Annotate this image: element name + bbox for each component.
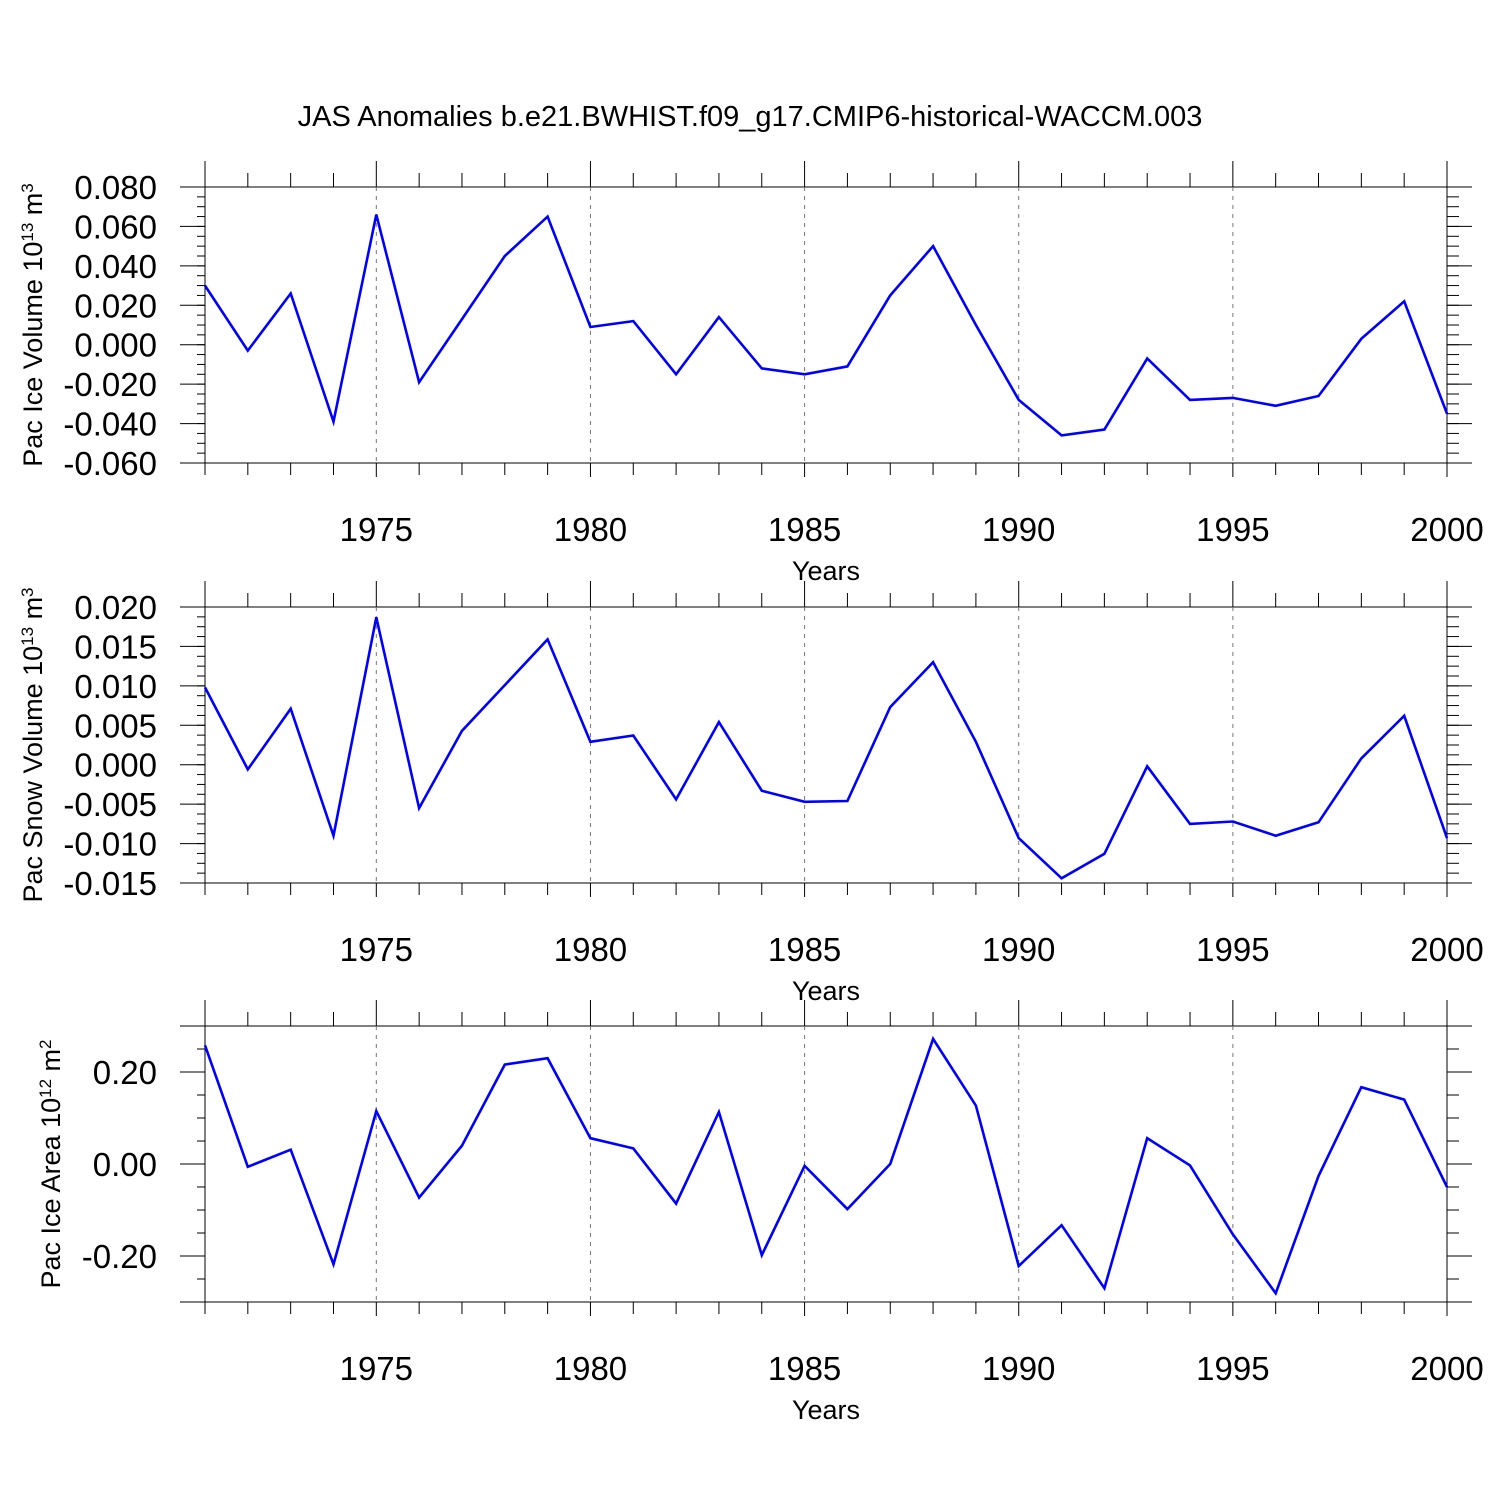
y-axis-label-main: Pac Ice Volume 10 xyxy=(18,242,48,467)
x-tick-label: 1975 xyxy=(340,1350,413,1387)
y-axis-label-unit: m xyxy=(18,193,48,223)
y-axis-label-unit: m xyxy=(36,1049,66,1079)
y-tick-label: 0.040 xyxy=(74,248,157,285)
x-axis-label: Years xyxy=(792,1395,860,1425)
x-tick-label: 1975 xyxy=(340,931,413,968)
y-tick-label: 0.000 xyxy=(74,327,157,364)
series-line xyxy=(203,617,1449,880)
x-tick-label: 1980 xyxy=(554,931,627,968)
y-axis-label-unit-exponent: 3 xyxy=(18,587,37,596)
y-tick-label: 0.005 xyxy=(74,707,157,744)
series-line xyxy=(203,1035,1449,1297)
y-tick-label: 0.000 xyxy=(74,747,157,784)
y-tick-label: -0.20 xyxy=(82,1238,157,1275)
panel-1: -0.060-0.040-0.0200.0000.0200.0400.0600.… xyxy=(18,161,1484,586)
y-axis-label: Pac Ice Volume 1013 m3 xyxy=(18,183,49,467)
x-tick-label: 1990 xyxy=(982,1350,1055,1387)
x-tick-label: 2000 xyxy=(1410,1350,1483,1387)
panels: -0.060-0.040-0.0200.0000.0200.0400.0600.… xyxy=(18,161,1484,1425)
x-tick-label: 1985 xyxy=(768,931,841,968)
y-axis-label-exponent: 13 xyxy=(18,223,37,242)
y-tick-label: -0.015 xyxy=(63,865,157,902)
x-tick-label: 1980 xyxy=(554,1350,627,1387)
x-tick-label: 1990 xyxy=(982,931,1055,968)
y-tick-label: 0.010 xyxy=(74,668,157,705)
y-axis-label: Pac Snow Volume 1013 m3 xyxy=(18,587,49,902)
x-tick-label: 2000 xyxy=(1410,931,1483,968)
y-axis-label-exponent: 13 xyxy=(18,627,37,646)
x-axis-label: Years xyxy=(792,556,860,586)
y-axis-label-main: Pac Snow Volume 10 xyxy=(18,646,48,903)
x-tick-label: 1980 xyxy=(554,511,627,548)
y-tick-label: 0.060 xyxy=(74,208,157,245)
y-axis-label: Pac Ice Area 1012 m2 xyxy=(36,1039,67,1288)
y-tick-label: -0.020 xyxy=(63,366,157,403)
x-tick-label: 1990 xyxy=(982,511,1055,548)
x-tick-label: 1995 xyxy=(1196,1350,1269,1387)
figure-title: JAS Anomalies b.e21.BWHIST.f09_g17.CMIP6… xyxy=(298,101,1203,133)
y-axis-label-unit: m xyxy=(18,597,48,627)
x-tick-label: 1975 xyxy=(340,511,413,548)
y-tick-label: -0.040 xyxy=(63,406,157,443)
y-tick-label: 0.020 xyxy=(74,589,157,626)
y-tick-label: 0.20 xyxy=(93,1054,157,1091)
y-axis-label-unit-exponent: 2 xyxy=(36,1039,55,1048)
series-line xyxy=(203,214,1449,437)
y-tick-label: 0.080 xyxy=(74,169,157,206)
y-axis-label-unit-exponent: 3 xyxy=(18,183,37,192)
x-tick-label: 2000 xyxy=(1410,511,1483,548)
y-tick-label: 0.020 xyxy=(74,287,157,324)
x-tick-label: 1985 xyxy=(768,1350,841,1387)
x-tick-label: 1985 xyxy=(768,511,841,548)
x-axis-label: Years xyxy=(792,976,860,1006)
y-axis-label-exponent: 12 xyxy=(36,1079,55,1098)
y-tick-label: -0.005 xyxy=(63,786,157,823)
x-tick-label: 1995 xyxy=(1196,511,1269,548)
y-tick-label: 0.00 xyxy=(93,1146,157,1183)
x-tick-label: 1995 xyxy=(1196,931,1269,968)
y-tick-label: 0.015 xyxy=(74,628,157,665)
y-tick-label: -0.010 xyxy=(63,826,157,863)
panel-2: -0.015-0.010-0.0050.0000.0050.0100.0150.… xyxy=(18,581,1484,1006)
y-tick-label: -0.060 xyxy=(63,445,157,482)
y-axis-label-main: Pac Ice Area 10 xyxy=(36,1098,66,1289)
panel-3: -0.20 0.00 0.20 1975 1980 1985 1990 1995 2000 Yea… xyxy=(36,1000,1484,1425)
